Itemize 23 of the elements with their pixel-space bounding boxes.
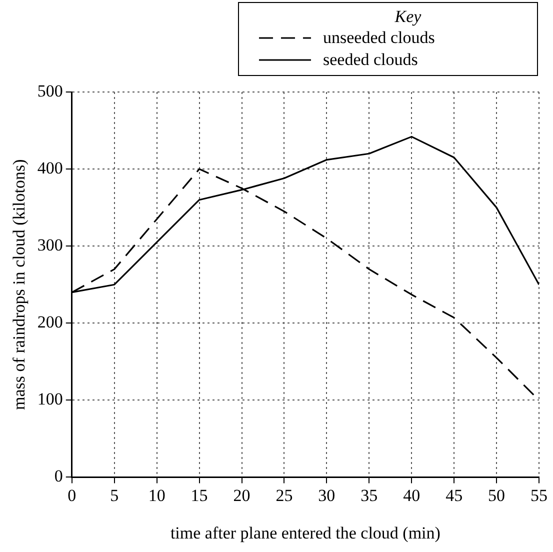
- x-tick-label: 40: [403, 486, 420, 505]
- x-tick-label: 20: [233, 486, 250, 505]
- x-tick-label: 25: [276, 486, 293, 505]
- y-tick-label: 100: [37, 390, 63, 409]
- y-tick-label: 300: [37, 236, 63, 255]
- legend-label: unseeded clouds: [323, 27, 435, 49]
- x-tick-label: 15: [190, 486, 208, 505]
- legend-title: Key: [394, 7, 422, 27]
- y-tick-label: 400: [37, 158, 63, 178]
- x-tick-label: 5: [110, 486, 119, 505]
- x-tick-label: 45: [446, 486, 463, 505]
- x-tick-label: 50: [488, 486, 506, 505]
- x-tick-label: 0: [68, 486, 76, 505]
- y-axis-title: mass of raindrops in cloud (kilotons): [10, 159, 29, 410]
- y-tick-label: 200: [37, 312, 63, 332]
- x-tick-label: 55: [530, 486, 548, 505]
- x-tick-label: 10: [148, 486, 166, 505]
- y-tick-label: 0: [54, 466, 63, 486]
- y-tick-label: 500: [37, 81, 63, 100]
- x-tick-label: 35: [360, 486, 378, 505]
- legend-label: seeded clouds: [323, 49, 418, 71]
- x-tick-label: 30: [318, 486, 336, 505]
- x-axis-title: time after plane entered the cloud (min): [170, 523, 440, 542]
